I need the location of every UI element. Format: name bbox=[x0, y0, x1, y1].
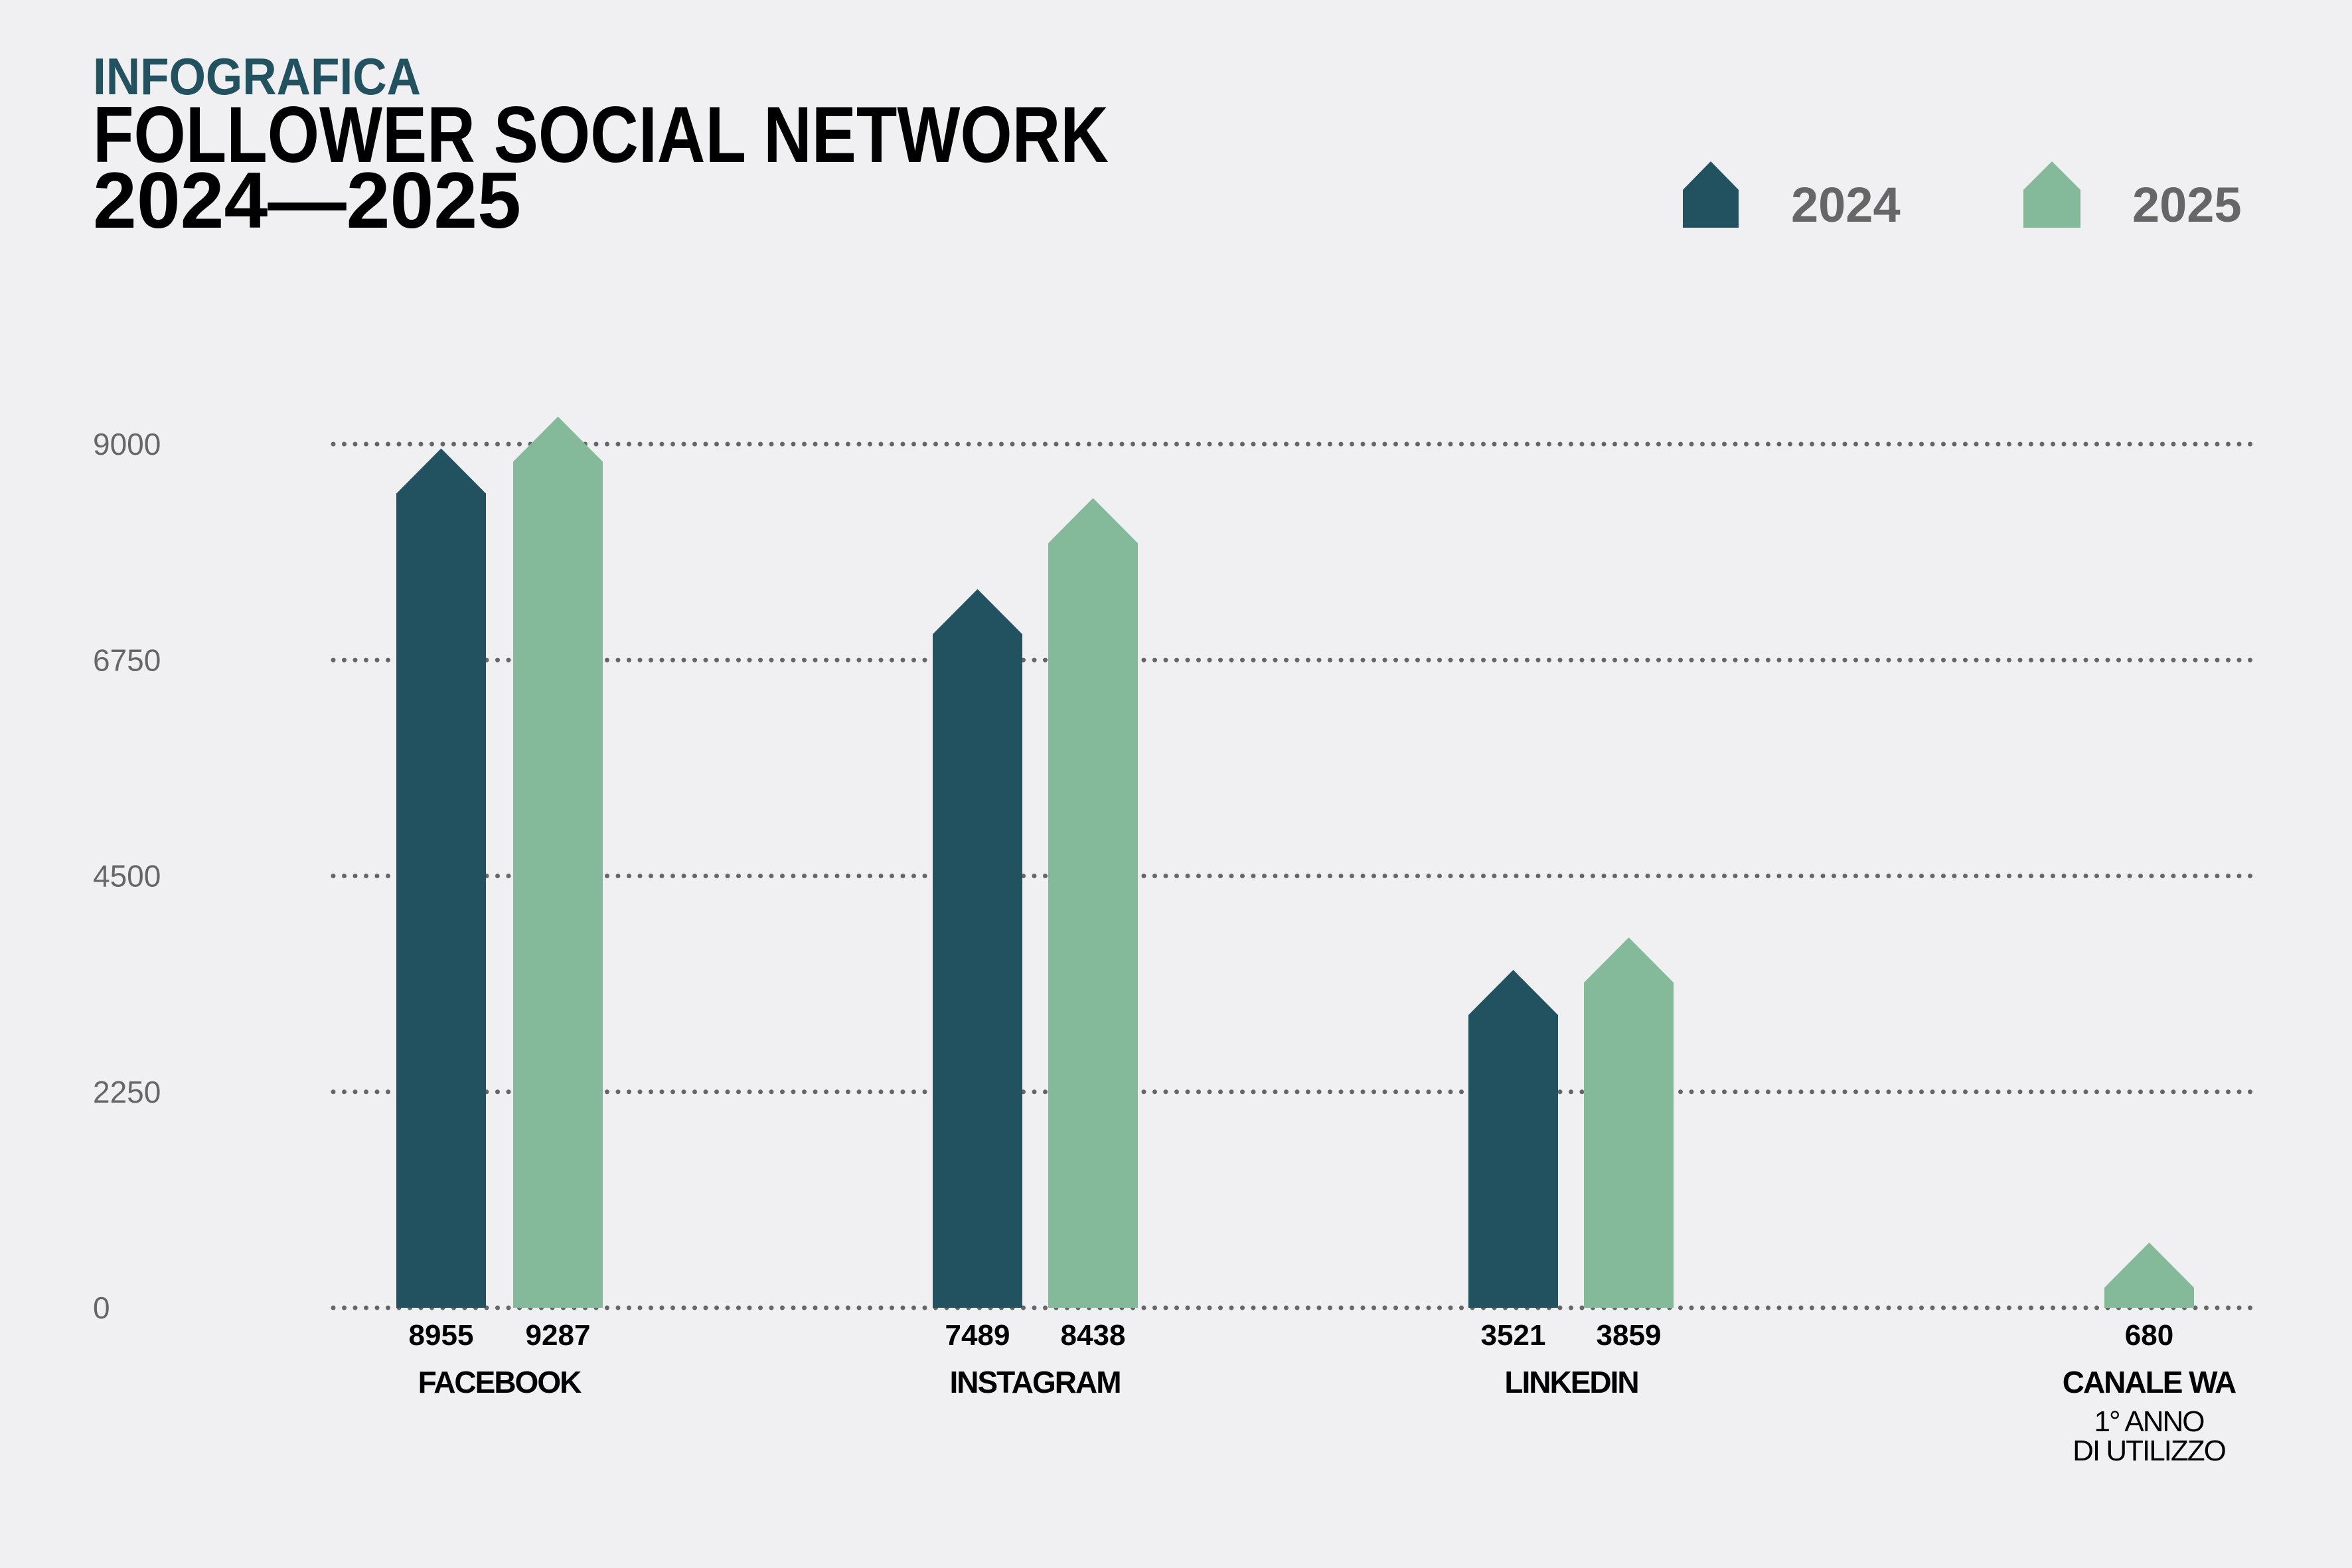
category-note-line: DI UTILIZZO bbox=[2073, 1435, 2226, 1467]
bar-2025-linkedin bbox=[1584, 937, 1674, 1308]
value-label: 7489 bbox=[945, 1319, 1010, 1352]
category-label: FACEBOOK bbox=[418, 1365, 582, 1399]
value-label: 680 bbox=[2125, 1319, 2173, 1352]
chart-title-line2: 2024—2025 bbox=[93, 156, 521, 245]
bar-2024-linkedin bbox=[1468, 970, 1558, 1308]
y-tick-label: 2250 bbox=[93, 1075, 161, 1109]
legend-2024-marker bbox=[1683, 161, 1739, 228]
legend: 2024 2025 bbox=[1683, 161, 2242, 232]
category-note-line: 1° ANNO bbox=[2094, 1405, 2205, 1438]
y-tick-label: 0 bbox=[93, 1291, 110, 1325]
bar-2025-facebook bbox=[513, 416, 603, 1308]
legend-2025-label: 2025 bbox=[2132, 177, 2242, 232]
value-label: 8955 bbox=[409, 1319, 474, 1352]
category-label: LINKEDIN bbox=[1504, 1365, 1638, 1399]
kicker: INFOGRAFICA bbox=[93, 47, 421, 106]
category-label: CANALE WA bbox=[2063, 1365, 2236, 1399]
bar-2025-instagram bbox=[1048, 498, 1138, 1308]
bar-2024-instagram bbox=[933, 589, 1022, 1308]
value-label: 8438 bbox=[1061, 1319, 1126, 1352]
y-tick-label: 9000 bbox=[93, 427, 161, 461]
bar-2025-canale-wa bbox=[2104, 1242, 2194, 1308]
legend-2024-label: 2024 bbox=[1791, 177, 1901, 232]
legend-2025-marker bbox=[2023, 161, 2080, 228]
bar-2024-facebook bbox=[396, 448, 486, 1308]
value-label: 3859 bbox=[1597, 1319, 1662, 1352]
category-label: INSTAGRAM bbox=[949, 1365, 1120, 1399]
value-label: 3521 bbox=[1481, 1319, 1546, 1352]
value-label: 9287 bbox=[526, 1319, 591, 1352]
chart-title-line1: FOLLOWER SOCIAL NETWORK bbox=[93, 90, 1109, 179]
y-tick-label: 4500 bbox=[93, 859, 161, 894]
y-tick-label: 6750 bbox=[93, 643, 161, 677]
